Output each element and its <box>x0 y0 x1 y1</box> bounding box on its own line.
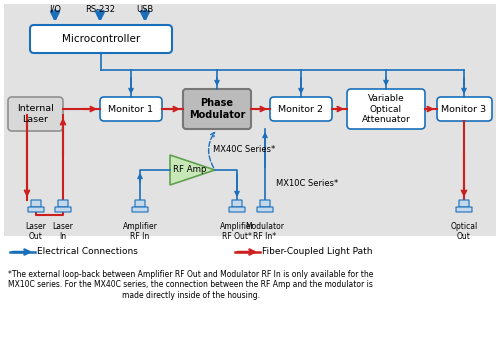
Text: Monitor 2: Monitor 2 <box>278 105 324 113</box>
Text: RS-232: RS-232 <box>85 5 115 14</box>
Text: Monitor 1: Monitor 1 <box>108 105 154 113</box>
Text: Amplifier
RF In: Amplifier RF In <box>122 222 158 241</box>
FancyBboxPatch shape <box>456 207 472 212</box>
FancyBboxPatch shape <box>8 97 63 131</box>
FancyBboxPatch shape <box>30 25 172 53</box>
Text: Microcontroller: Microcontroller <box>62 34 140 44</box>
Text: Variable
Optical
Attenuator: Variable Optical Attenuator <box>362 94 410 124</box>
FancyBboxPatch shape <box>347 89 425 129</box>
Text: MX10C Series*: MX10C Series* <box>276 179 338 187</box>
FancyBboxPatch shape <box>459 200 469 207</box>
FancyBboxPatch shape <box>229 207 245 212</box>
FancyBboxPatch shape <box>260 200 270 207</box>
FancyBboxPatch shape <box>232 200 242 207</box>
Text: Electrical Connections: Electrical Connections <box>37 247 138 257</box>
FancyBboxPatch shape <box>31 200 41 207</box>
Text: Monitor 3: Monitor 3 <box>442 105 486 113</box>
Text: USB: USB <box>136 5 154 14</box>
FancyBboxPatch shape <box>437 97 492 121</box>
Polygon shape <box>170 155 215 185</box>
Text: Amplifier
RF Out*: Amplifier RF Out* <box>220 222 254 241</box>
FancyBboxPatch shape <box>58 200 68 207</box>
Text: Laser
Out: Laser Out <box>26 222 46 241</box>
FancyBboxPatch shape <box>183 89 251 129</box>
Text: MX40C Series*: MX40C Series* <box>213 146 275 154</box>
Text: Laser
In: Laser In <box>52 222 74 241</box>
FancyBboxPatch shape <box>55 207 71 212</box>
FancyBboxPatch shape <box>135 200 145 207</box>
Text: I/O: I/O <box>49 5 61 14</box>
FancyBboxPatch shape <box>257 207 273 212</box>
FancyBboxPatch shape <box>100 97 162 121</box>
FancyBboxPatch shape <box>270 97 332 121</box>
Text: Phase
Modulator: Phase Modulator <box>189 98 245 120</box>
Text: Fiber-Coupled Light Path: Fiber-Coupled Light Path <box>262 247 372 257</box>
Text: Modulator
RF In*: Modulator RF In* <box>246 222 284 241</box>
Text: *The external loop-back between Amplifier RF Out and Modulator RF In is only ava: *The external loop-back between Amplifie… <box>8 270 374 300</box>
Text: Optical
Out: Optical Out <box>450 222 477 241</box>
Text: Internal
Laser: Internal Laser <box>16 104 54 124</box>
FancyBboxPatch shape <box>28 207 44 212</box>
Text: RF Amp: RF Amp <box>174 166 207 174</box>
FancyBboxPatch shape <box>4 4 496 236</box>
FancyBboxPatch shape <box>132 207 148 212</box>
